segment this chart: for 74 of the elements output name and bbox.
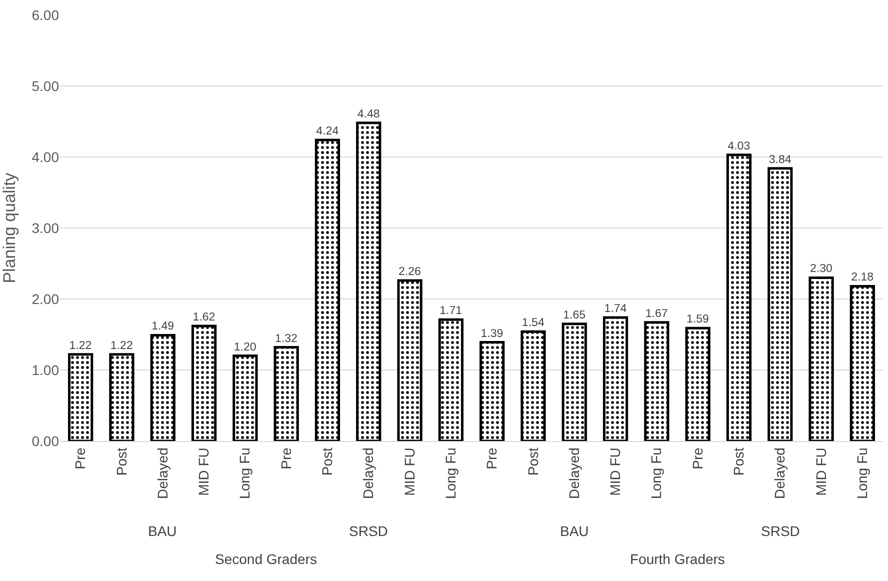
data-label: 1.62 — [192, 312, 216, 324]
bar — [520, 330, 546, 441]
bar — [602, 316, 628, 441]
text: Fourth Graders — [630, 551, 725, 567]
data-label: 1.22 — [69, 340, 92, 352]
x-tick-label: Long Fu — [648, 448, 664, 499]
data-label: 3.84 — [768, 154, 792, 166]
x-tick-label: Delayed — [360, 448, 376, 499]
data-label: 1.32 — [275, 332, 298, 345]
bar — [808, 276, 834, 441]
bar — [232, 354, 258, 441]
text: SRSD — [761, 523, 800, 539]
bar — [397, 279, 422, 441]
data-label: 4.24 — [316, 125, 340, 138]
text: BAU — [148, 523, 177, 539]
x-tick-label: Long Fu — [854, 448, 870, 499]
data-label: 4.03 — [728, 140, 750, 152]
y-tick-label: 5.00 — [32, 78, 60, 94]
bar — [685, 326, 710, 441]
bar — [480, 341, 505, 441]
y-tick-label: 2.00 — [32, 290, 60, 307]
y-tick-label: 1.00 — [32, 362, 60, 378]
x-tick-label: Pre — [72, 447, 88, 470]
bar — [109, 353, 134, 441]
data-label: 1.39 — [480, 328, 504, 340]
bar — [562, 322, 587, 441]
x-tick-label: Post — [319, 447, 336, 476]
data-label: 1.59 — [686, 314, 709, 326]
data-label: 1.67 — [645, 308, 668, 320]
bar — [438, 318, 464, 441]
x-tick-label: Delayed — [566, 448, 582, 499]
data-label: 1.49 — [152, 320, 174, 333]
bar — [150, 334, 176, 441]
y-tick-label: 6.00 — [32, 6, 60, 23]
bar — [768, 167, 793, 441]
data-label: 2.30 — [810, 263, 832, 276]
x-tick-label: Delayed — [772, 448, 788, 499]
bar — [356, 122, 382, 441]
data-label: 1.20 — [234, 341, 256, 354]
x-tick-label: Long Fu — [236, 448, 253, 499]
y-axis-title: Planing quality — [0, 172, 19, 284]
x-tick-label: Post — [524, 447, 541, 476]
x-tick-label: Post — [730, 447, 747, 476]
x-tick-label: MID FU — [812, 448, 829, 496]
y-tick-label: 4.00 — [32, 148, 60, 165]
x-tick-label: Post — [113, 447, 130, 476]
y-tick-label: 0.00 — [32, 432, 60, 449]
bar — [726, 154, 752, 441]
data-label: 2.26 — [398, 266, 421, 278]
x-tick-label: Long Fu — [442, 448, 458, 499]
bar — [850, 284, 875, 441]
x-tick-label: MID FU — [401, 448, 418, 496]
data-label: 1.54 — [522, 317, 545, 330]
data-label: 1.65 — [563, 309, 586, 322]
data-label: 2.18 — [851, 272, 874, 284]
x-tick-label: Pre — [689, 447, 706, 470]
x-tick-label: Pre — [484, 447, 500, 470]
x-tick-label: Delayed — [154, 448, 170, 499]
data-label: 1.74 — [604, 302, 628, 315]
bar — [644, 321, 670, 441]
bar — [191, 324, 217, 441]
x-tick-label: MID FU — [196, 448, 212, 496]
y-tick-label: 3.00 — [32, 220, 60, 236]
data-label: 1.71 — [440, 305, 462, 318]
bar — [274, 346, 299, 441]
bar — [68, 353, 94, 441]
data-label: 1.22 — [110, 340, 133, 352]
text: BAU — [560, 523, 589, 539]
data-label: 4.48 — [357, 108, 380, 120]
x-tick-label: Pre — [278, 447, 294, 470]
x-tick-label: MID FU — [607, 448, 624, 496]
text: Second Graders — [215, 551, 317, 567]
text: SRSD — [349, 523, 388, 539]
bar — [314, 138, 340, 441]
